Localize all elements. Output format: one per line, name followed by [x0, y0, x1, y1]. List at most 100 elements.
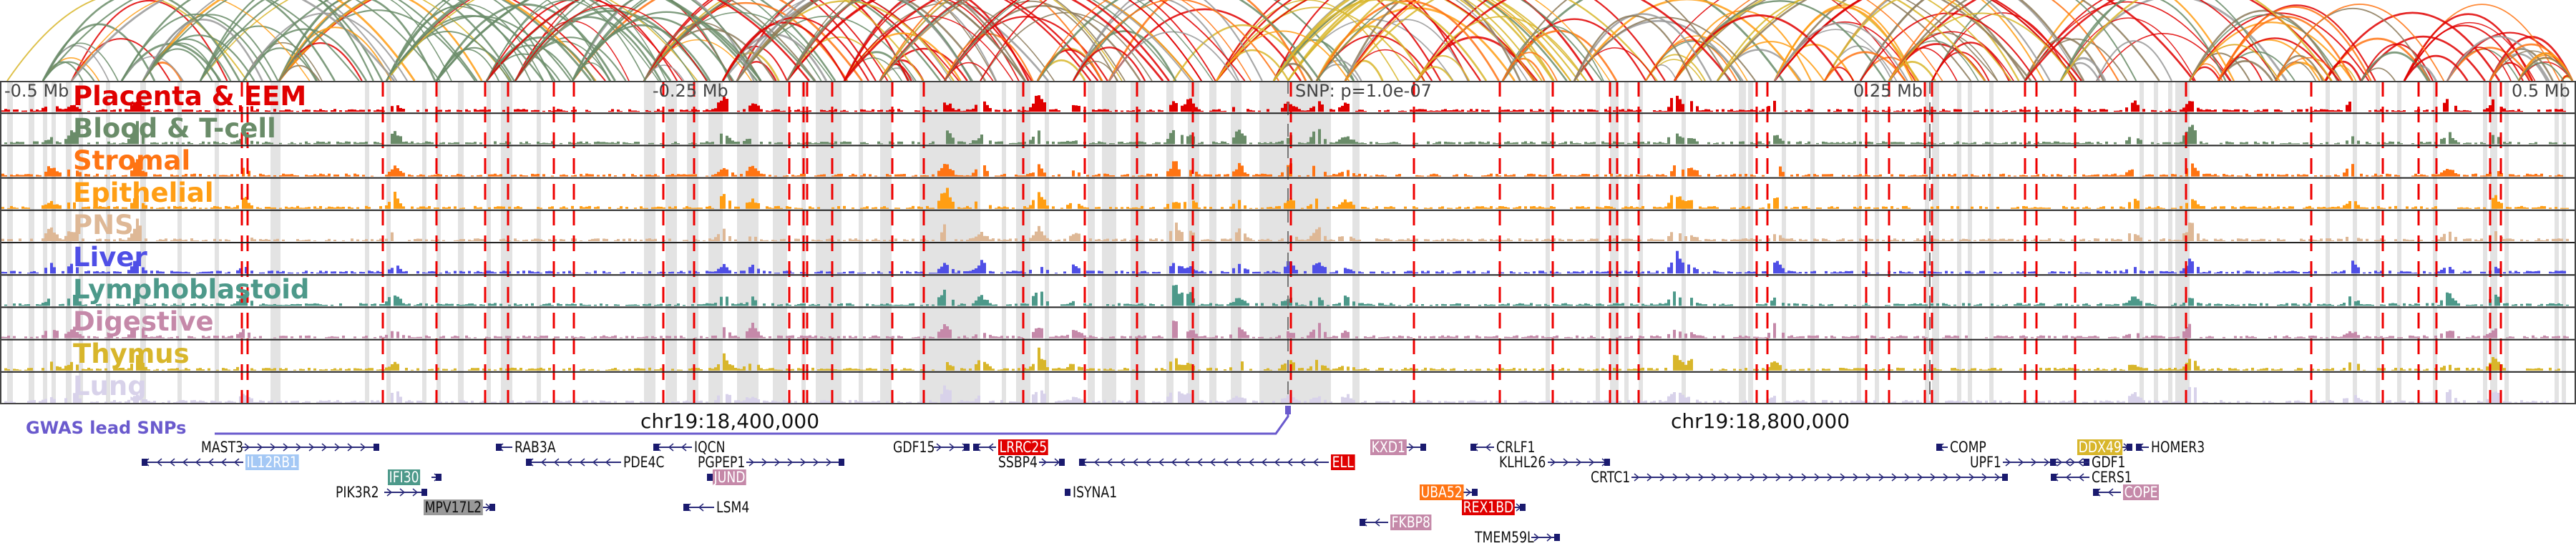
signal-bar — [2437, 239, 2440, 241]
signal-bar — [949, 169, 952, 177]
signal-bar — [874, 305, 877, 306]
signal-bar — [571, 142, 574, 145]
signal-bar — [273, 207, 276, 209]
signal-bar — [1135, 207, 1138, 209]
signal-bar — [1974, 110, 1976, 112]
signal-bar — [2466, 304, 2469, 306]
signal-bar — [602, 175, 605, 177]
signal-bar — [551, 141, 554, 145]
signal-bar — [242, 198, 245, 209]
signal-bar — [2022, 109, 2025, 112]
signal-bar — [293, 208, 296, 209]
signal-bar — [2383, 304, 2386, 306]
signal-bar — [2420, 206, 2423, 209]
signal-bar — [1948, 304, 1951, 306]
signal-bar — [1347, 202, 1350, 209]
signal-bar — [2340, 109, 2343, 112]
signal-bar — [2162, 271, 2165, 274]
signal-bar — [1395, 175, 1398, 177]
signal-bar — [1762, 175, 1765, 177]
signal-bar — [262, 174, 265, 177]
signal-bar — [308, 175, 311, 177]
signal-bar — [645, 109, 648, 112]
signal-bar — [880, 303, 883, 306]
signal-bar — [145, 303, 147, 306]
interaction-arc — [514, 20, 630, 81]
signal-bar — [1298, 109, 1301, 112]
signal-bar — [1215, 142, 1218, 145]
signal-bar — [2036, 174, 2039, 177]
signal-bar — [542, 303, 545, 306]
signal-bar — [1, 173, 4, 177]
signal-bar — [79, 333, 82, 338]
signal-bar — [2019, 109, 2022, 112]
signal-bar — [382, 336, 385, 338]
signal-bar — [1550, 336, 1553, 338]
signal-bar — [265, 110, 268, 112]
signal-bar — [946, 326, 949, 338]
signal-bar — [1833, 271, 1836, 274]
signal-bar — [1828, 174, 1830, 177]
signal-bar — [903, 174, 906, 177]
signal-bar — [688, 270, 691, 274]
signal-bar — [1870, 238, 1873, 241]
signal-bar — [1787, 141, 1790, 145]
signal-bar — [1538, 174, 1541, 177]
signal-bar — [897, 304, 900, 306]
signal-bar — [1971, 174, 1974, 177]
signal-bar — [371, 271, 374, 274]
signal-bar — [1550, 141, 1553, 145]
signal-bar — [1633, 304, 1636, 306]
signal-bar — [1690, 235, 1693, 241]
signal-bar — [2560, 109, 2563, 112]
signal-bar — [477, 238, 479, 241]
signal-bar — [1433, 240, 1435, 241]
interaction-arc — [2518, 57, 2573, 81]
signal-bar — [1141, 205, 1143, 209]
signal-bar — [182, 272, 185, 274]
interaction-arc — [386, 0, 698, 81]
signal-bar — [809, 335, 811, 338]
signal-bar — [600, 142, 602, 145]
signal-bar — [353, 173, 356, 177]
signal-bar — [308, 207, 311, 209]
signal-bar — [1238, 298, 1241, 306]
signal-bar — [1862, 239, 1865, 241]
signal-bar — [2171, 240, 2174, 241]
signal-bar — [465, 335, 468, 338]
signal-bar — [940, 232, 943, 241]
signal-bar — [1152, 271, 1155, 274]
signal-bar — [634, 239, 637, 241]
signal-bar — [67, 107, 70, 112]
signal-bar — [130, 135, 133, 145]
signal-bar — [465, 142, 468, 145]
signal-bar — [2034, 143, 2036, 145]
signal-bar — [800, 111, 803, 112]
signal-bar — [1149, 303, 1152, 306]
signal-bar — [285, 304, 288, 306]
signal-bar — [1504, 336, 1507, 338]
signal-bar — [794, 304, 797, 306]
signal-bar — [1450, 240, 1453, 241]
signal-bar — [1633, 141, 1636, 145]
signal-bar — [2114, 303, 2117, 306]
signal-bar — [894, 208, 897, 209]
signal-bar — [1925, 175, 1928, 177]
signal-bar — [2271, 174, 2274, 177]
signal-bar — [1212, 141, 1215, 145]
signal-bar — [2200, 109, 2202, 112]
signal-bar — [262, 272, 265, 274]
signal-bar — [800, 272, 803, 274]
signal-bar — [849, 175, 852, 177]
signal-bar — [1956, 109, 1959, 112]
signal-bar — [665, 175, 668, 177]
signal-bar — [1275, 336, 1278, 338]
signal-bar — [2142, 109, 2145, 112]
signal-bar — [1289, 333, 1292, 338]
signal-bar — [1278, 335, 1281, 338]
signal-bar — [1424, 336, 1427, 338]
signal-bar — [457, 240, 459, 241]
signal-bar — [1387, 109, 1390, 112]
signal-bar — [305, 336, 308, 338]
signal-bar — [1859, 238, 1862, 241]
